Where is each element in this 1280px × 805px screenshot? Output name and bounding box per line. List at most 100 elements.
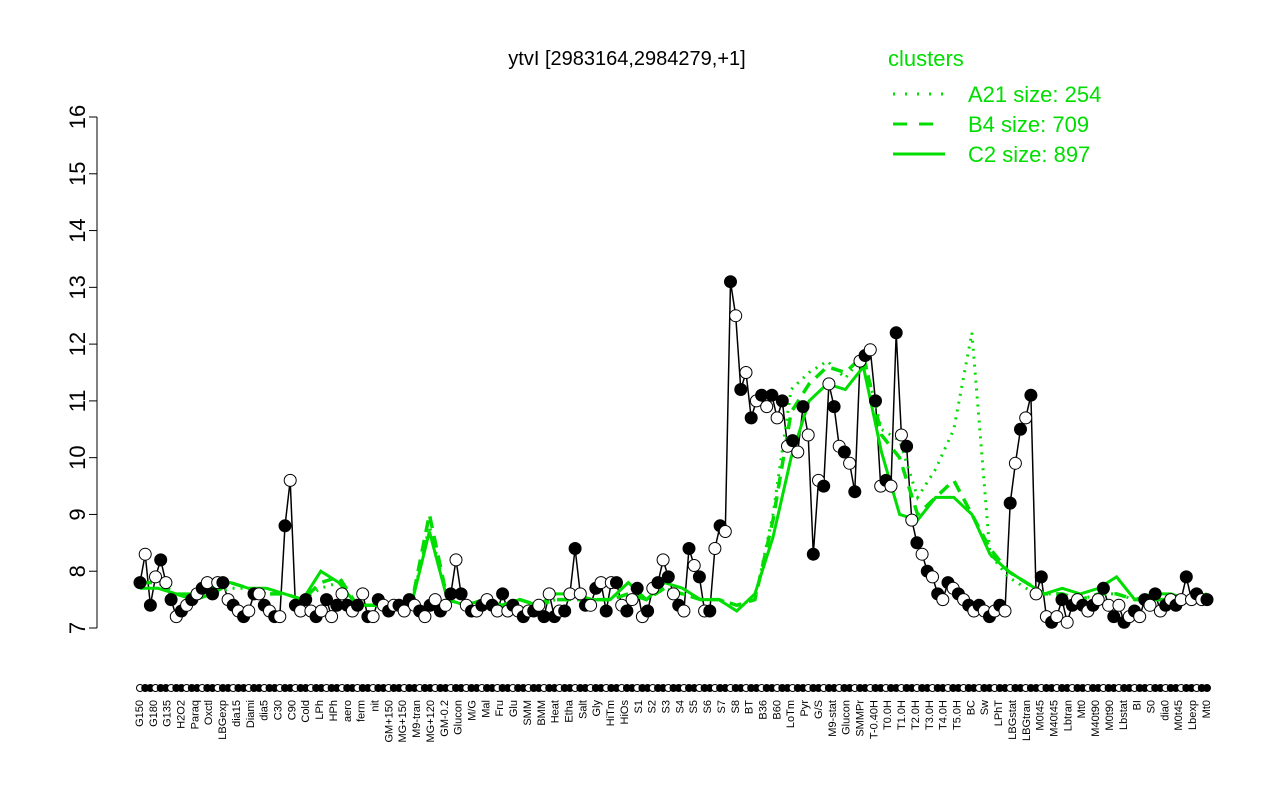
data-point	[1096, 581, 1110, 595]
data-point	[584, 598, 598, 612]
x-tick-label: G150	[134, 700, 146, 727]
data-point	[708, 542, 722, 555]
x-tick-label: M40t45	[1048, 700, 1060, 737]
x-tick-label: LPh	[314, 700, 326, 720]
data-point	[682, 542, 696, 555]
data-point	[687, 559, 701, 572]
x-tick-label: M9-stat	[827, 700, 839, 737]
x-tick-label: M40t90	[1090, 700, 1102, 737]
x-tick-label: Mt0	[1201, 700, 1213, 718]
data-point	[661, 570, 675, 584]
x-tick-label: B60	[771, 700, 783, 720]
data-point	[206, 587, 219, 601]
data-point	[143, 598, 157, 612]
x-tick-label: T1.0H	[896, 700, 908, 730]
data-point	[283, 473, 297, 487]
data-point	[837, 445, 851, 459]
x-tick-label: S3	[660, 700, 672, 713]
data-point	[1008, 456, 1022, 470]
data-point	[1029, 587, 1043, 601]
x-tick-label: M0t90	[1104, 700, 1116, 731]
data-point	[1055, 593, 1069, 607]
x-tick-label: MG+150	[397, 700, 409, 743]
y-tick-label: 9	[65, 508, 90, 520]
x-tick-label: G135	[162, 700, 174, 727]
data-point	[900, 439, 914, 453]
x-tick-label: S4	[674, 700, 686, 713]
data-point	[278, 519, 292, 533]
data-point	[936, 593, 950, 607]
data-point	[848, 485, 862, 499]
data-point	[164, 593, 178, 607]
data-point	[677, 604, 691, 618]
x-tick-label: T2.0H	[910, 700, 922, 730]
x-tick-label: G/S	[813, 700, 825, 719]
data-point	[806, 547, 820, 561]
data-point	[252, 587, 266, 601]
x-tick-label: S6	[702, 700, 714, 713]
y-tick-label: 15	[65, 162, 90, 186]
x-tick-label: S0	[1145, 700, 1157, 713]
data-point	[1112, 598, 1126, 612]
data-point	[366, 610, 380, 624]
x-tick-label: Mt0	[1076, 700, 1088, 718]
x-tick-label: Glu	[508, 700, 520, 717]
x-tick-label: Sw	[979, 700, 991, 715]
data-point	[273, 610, 287, 624]
x-tick-label: Heat	[550, 700, 562, 723]
x-tick-label: GM+150	[383, 700, 395, 743]
y-tick-label: 10	[65, 445, 90, 469]
data-point	[775, 394, 789, 408]
data-point	[320, 593, 333, 607]
data-point	[1019, 411, 1033, 425]
y-tick-label: 12	[65, 332, 90, 356]
x-tick-label: Salt	[577, 700, 589, 719]
x-tick-label: Pyr	[799, 700, 811, 717]
legend-label: B4 size: 709	[968, 112, 1089, 137]
data-point	[149, 570, 162, 584]
x-tick-label: LPhT	[993, 700, 1005, 727]
x-tick-label: T0.0H	[882, 700, 894, 730]
x-tick-label: T4.0H	[938, 700, 950, 730]
data-point	[1024, 388, 1038, 402]
x-tick-label: C30	[272, 700, 284, 720]
data-point	[1060, 615, 1074, 629]
data-point	[351, 598, 364, 612]
data-point	[744, 411, 758, 425]
data-point	[869, 394, 882, 408]
y-tick-label: 11	[65, 389, 90, 412]
series-line-ytvi	[139, 281, 1207, 626]
x-tick-label: T5.0H	[951, 700, 963, 730]
data-point	[568, 542, 582, 555]
data-point	[998, 604, 1012, 618]
x-tick-label: Diami	[245, 700, 257, 728]
y-tick-label: 7	[65, 622, 90, 634]
legend-title: clusters	[888, 46, 964, 71]
data-point	[651, 576, 665, 590]
plot-points	[133, 275, 1214, 629]
x-tick-label: Gly	[591, 700, 603, 717]
x-tick-label: nit	[369, 700, 381, 712]
data-point	[454, 587, 468, 601]
x-tick-label: M9-tran	[411, 700, 423, 738]
data-point	[1133, 610, 1147, 624]
data-point	[729, 309, 743, 323]
data-point	[610, 576, 623, 590]
x-tick-label: HiOs	[619, 700, 631, 725]
series-line-a21	[140, 332, 1208, 607]
data-point	[889, 326, 903, 340]
y-tick-label: 16	[65, 105, 90, 129]
x-tick-label: dia15	[231, 700, 243, 727]
data-point	[926, 570, 939, 584]
data-point	[770, 411, 784, 425]
x-tick-label: Lbtran	[1062, 700, 1074, 731]
x-tick-label: ferm	[356, 700, 368, 722]
data-point	[915, 547, 929, 561]
x-tick-label: dia5	[259, 700, 271, 721]
legend-label: A21 size: 254	[968, 82, 1101, 107]
x-tick-label: M/G	[466, 700, 478, 721]
data-point	[356, 587, 370, 601]
data-point	[1107, 610, 1121, 624]
data-point	[724, 275, 737, 289]
